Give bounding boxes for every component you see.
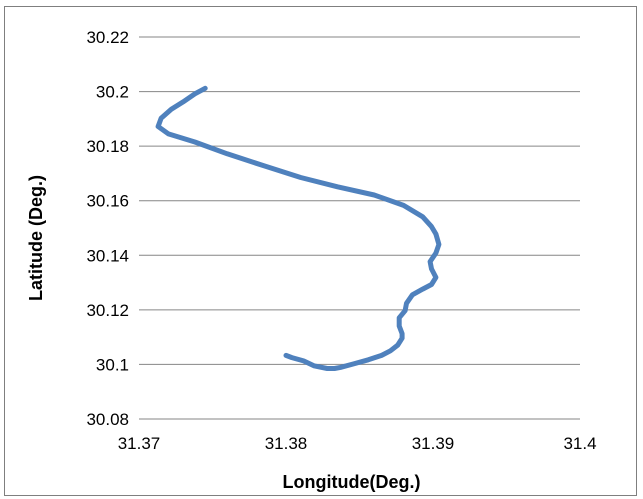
x-tick-label: 31.37 [118, 434, 161, 453]
y-tick-label: 30.18 [86, 137, 129, 156]
y-tick-label: 30.08 [86, 410, 129, 429]
y-tick-label: 30.16 [86, 192, 129, 211]
y-tick-label: 30.1 [96, 355, 129, 374]
y-axis-title: Latitude (Deg.) [26, 175, 46, 301]
y-tick-label: 30.14 [86, 246, 129, 265]
y-tick-label: 30.12 [86, 301, 129, 320]
series-line [155, 85, 442, 371]
y-tick-label: 30.22 [86, 28, 129, 47]
x-axis-title: Longitude(Deg.) [283, 472, 421, 492]
x-tick-label: 31.4 [563, 434, 596, 453]
y-tick-label: 30.2 [96, 83, 129, 102]
chart-area [4, 6, 637, 496]
x-tick-label: 31.38 [265, 434, 308, 453]
x-tick-label: 31.39 [412, 434, 455, 453]
